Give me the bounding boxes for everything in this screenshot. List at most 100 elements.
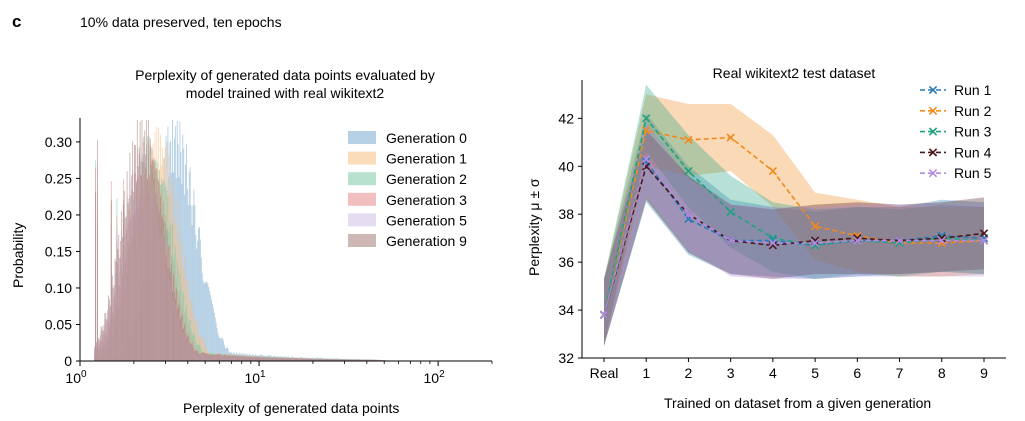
histogram-bar xyxy=(292,358,294,361)
histogram-bar xyxy=(264,357,266,361)
histogram-bar xyxy=(208,354,210,361)
histogram-bar xyxy=(122,204,124,361)
histogram-bar xyxy=(196,319,198,361)
histogram-bar xyxy=(373,359,375,361)
histogram-bar xyxy=(203,283,205,361)
histogram-bar xyxy=(365,359,366,361)
histogram-bar xyxy=(221,337,223,361)
histogram-bar xyxy=(250,356,251,361)
histogram-bar xyxy=(195,317,197,361)
histogram-bar xyxy=(275,357,277,361)
histogram-bar xyxy=(188,172,190,361)
histogram-bar xyxy=(238,356,240,361)
histogram-bar xyxy=(157,204,159,361)
histogram-bar xyxy=(290,358,292,361)
histogram-bar xyxy=(334,359,336,361)
histogram-bar xyxy=(322,359,324,361)
histogram-bar xyxy=(358,359,360,361)
histogram-bar xyxy=(160,217,162,361)
histogram-bar xyxy=(200,353,202,361)
histogram-bar xyxy=(192,205,194,361)
histogram-bar xyxy=(299,358,301,361)
histogram-x-tick-label: 102 xyxy=(424,369,446,386)
histogram-bar xyxy=(208,286,210,361)
histogram-bar xyxy=(226,347,228,361)
histogram-bar xyxy=(143,136,145,361)
histogram-bar xyxy=(206,354,208,361)
histogram-bar xyxy=(288,358,289,361)
line-chart-x-tick-label: 9 xyxy=(980,365,988,381)
histogram-bar xyxy=(321,359,323,361)
histogram-bar xyxy=(259,357,261,361)
histogram-bar xyxy=(231,355,233,361)
histogram-bar xyxy=(141,120,143,361)
histogram-title: Perplexity of generated data points eval… xyxy=(80,66,490,102)
histogram-bar xyxy=(207,354,209,361)
histogram-bar xyxy=(129,152,131,361)
histogram-bar xyxy=(181,240,183,361)
histogram-bar xyxy=(140,175,142,361)
histogram-bar xyxy=(161,214,163,361)
line-chart-x-tick-label: 8 xyxy=(938,365,946,381)
histogram-bar xyxy=(368,359,370,361)
data-point xyxy=(726,236,735,245)
histogram-y-tick-label: 0.10 xyxy=(45,280,72,296)
histogram-bar xyxy=(301,358,302,361)
legend-label: Run 2 xyxy=(954,103,992,119)
histogram-bar xyxy=(260,357,262,361)
histogram-bar xyxy=(361,359,363,361)
histogram-bar xyxy=(296,358,298,361)
histogram-bar xyxy=(184,325,186,361)
histogram-bar xyxy=(204,353,206,361)
histogram-bar xyxy=(323,358,325,361)
line-chart-y-tick-label: 42 xyxy=(558,110,574,126)
histogram-bar xyxy=(226,355,228,361)
histogram-bar xyxy=(198,353,199,361)
line-chart-x-tick-label: 2 xyxy=(685,365,693,381)
histogram-bar xyxy=(269,358,271,361)
histogram-bar xyxy=(305,358,307,361)
histogram-bar xyxy=(199,353,201,361)
legend-swatch xyxy=(348,131,376,144)
histogram-bar xyxy=(333,359,335,361)
histogram-bar xyxy=(303,358,305,361)
histogram-bar xyxy=(280,357,282,361)
histogram-bar xyxy=(116,241,118,361)
line-chart-title: Real wikitext2 test dataset xyxy=(712,65,876,81)
histogram-bar xyxy=(272,357,274,361)
histogram-bar xyxy=(232,354,234,361)
histogram-bar xyxy=(150,164,152,361)
histogram-bar xyxy=(110,199,112,361)
histogram-bar xyxy=(198,227,200,361)
histogram-bar xyxy=(325,359,327,361)
histogram-bar xyxy=(196,248,198,361)
legend-label: Run 4 xyxy=(954,144,992,160)
histogram-bar xyxy=(203,341,205,361)
histogram-bar xyxy=(186,338,187,361)
histogram-bar xyxy=(191,344,193,361)
band-run-3 xyxy=(604,84,984,347)
histogram-bar xyxy=(164,222,166,361)
histogram-bar xyxy=(351,359,353,361)
histogram-series-generation-9 xyxy=(94,120,389,361)
data-point xyxy=(810,238,820,248)
histogram-bar xyxy=(331,359,333,361)
histogram-bar xyxy=(270,357,272,361)
histogram-bar xyxy=(179,320,181,361)
histogram-bar xyxy=(178,303,180,361)
line-chart-y-tick-label: 34 xyxy=(558,302,574,318)
histogram-bar xyxy=(113,285,115,361)
histogram-bar xyxy=(218,353,220,361)
histogram-bar xyxy=(111,275,113,361)
data-point xyxy=(684,166,693,176)
histogram-bar xyxy=(188,343,190,361)
histogram-bar xyxy=(330,359,332,361)
histogram-bar xyxy=(139,121,141,361)
histogram-bar xyxy=(122,237,123,361)
histogram-bar xyxy=(313,358,315,361)
histogram-bar xyxy=(144,130,146,361)
histogram-bar xyxy=(112,288,114,361)
histogram-bar xyxy=(352,359,354,361)
histogram-bar xyxy=(314,358,315,361)
data-point xyxy=(768,166,778,176)
